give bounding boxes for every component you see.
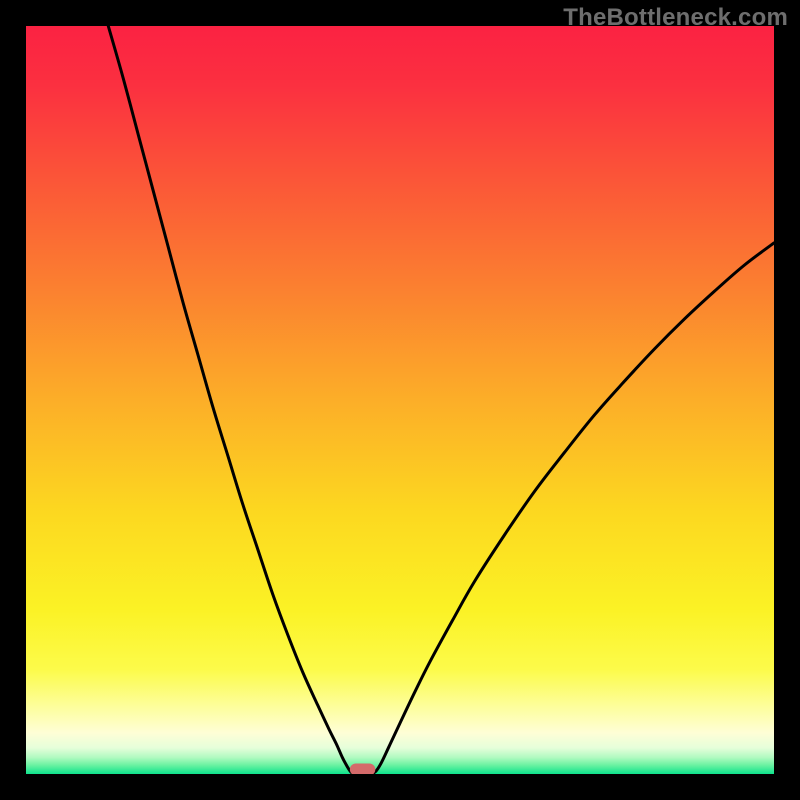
chart-svg xyxy=(0,0,800,800)
watermark-text: TheBottleneck.com xyxy=(563,4,788,32)
optimal-marker xyxy=(350,764,375,776)
chart-stage: TheBottleneck.com xyxy=(0,0,800,800)
